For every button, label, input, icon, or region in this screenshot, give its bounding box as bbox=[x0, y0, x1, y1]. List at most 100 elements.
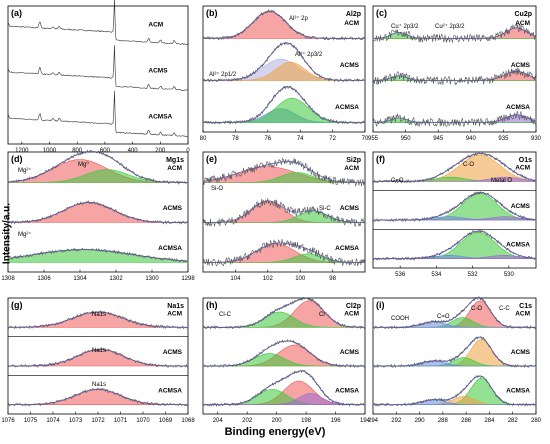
x-tick-label: 200 bbox=[272, 418, 283, 424]
fit-component-(b)-ACM-0 bbox=[203, 10, 365, 39]
fit-envelope bbox=[373, 153, 537, 182]
x-tick-label: 292 bbox=[391, 418, 402, 424]
x-tick-label: 532 bbox=[468, 272, 479, 278]
panel-tag: (h) bbox=[206, 300, 218, 310]
peak-annotation: Metal O bbox=[491, 178, 512, 184]
peak-annotation: Cl-C bbox=[219, 312, 232, 318]
x-tick-label: 78 bbox=[232, 136, 239, 142]
x-tick-label: 198 bbox=[301, 418, 312, 424]
x-tick-label: 76 bbox=[264, 136, 271, 142]
fit-envelope bbox=[373, 297, 536, 328]
fit-envelope bbox=[7, 151, 188, 183]
series-label-ACMSA: ACMSA bbox=[506, 388, 530, 395]
element-label: Cl2p bbox=[346, 303, 361, 310]
series-label-ACMS: ACMS bbox=[511, 203, 531, 210]
x-tick-label: 940 bbox=[466, 136, 477, 142]
chart-panel-6: 1076 1075 1074 1073 1072 1071 1070 1069 1068 ACM A… bbox=[1, 297, 195, 424]
y-axis-title: Intensity/a.u. bbox=[1, 202, 13, 265]
x-tick-label: 80 bbox=[200, 136, 207, 142]
fit-envelope bbox=[203, 242, 365, 263]
peak-annotation: Al³⁺ 2p3/2 bbox=[295, 51, 323, 58]
x-tick-label: 955 bbox=[368, 136, 379, 142]
fit-envelope bbox=[373, 192, 537, 221]
chart-panel-1: 80 78 76 74 72 70 ACM ACMS ACMSA (b) Al2p Al³⁺ 2p Al… bbox=[200, 5, 369, 142]
peak-annotation: Si-C bbox=[319, 206, 331, 212]
peak-annotation: C=O bbox=[437, 314, 450, 320]
panel-tag: (d) bbox=[11, 154, 23, 164]
series-label-ACMS: ACMS bbox=[511, 62, 531, 69]
series-label-ACMS: ACMS bbox=[163, 349, 183, 356]
element-label: C1s bbox=[519, 303, 532, 310]
chart-panel-3: 1308 1306 1304 1302 1300 1298 ACM ACMS ACMSA (d) M… bbox=[1, 149, 195, 282]
x-tick-label: 1068 bbox=[181, 418, 195, 424]
fit-envelope bbox=[373, 336, 536, 367]
element-label: Na1s bbox=[167, 303, 184, 310]
fit-component-(e)-ACM-1 bbox=[203, 172, 365, 183]
element-label: Al2p bbox=[346, 11, 361, 18]
series-label-ACM: ACM bbox=[344, 165, 359, 172]
x-tick-label: 290 bbox=[415, 418, 426, 424]
chart-panel-7: 204 202 200 198 196 194 ACM ACMS ACMSA (h) Cl2p Cl-… bbox=[202, 296, 371, 424]
fit-envelope bbox=[202, 160, 365, 183]
peak-annotation: Na1s bbox=[92, 382, 106, 388]
series-label-ACMS: ACMS bbox=[340, 205, 360, 212]
x-tick-label: 1300 bbox=[145, 276, 159, 282]
fit-envelope bbox=[373, 375, 536, 406]
x-tick-label: 1304 bbox=[73, 276, 87, 282]
fit-envelope bbox=[203, 200, 365, 223]
panel-tag: (c) bbox=[376, 8, 387, 18]
series-label-ACMSA: ACMSA bbox=[158, 388, 182, 395]
x-tick-label: 400 bbox=[128, 148, 139, 154]
series-label-ACM: ACM bbox=[167, 310, 182, 317]
series-label-ACMS: ACMS bbox=[511, 349, 531, 356]
panel-tag: (b) bbox=[206, 8, 218, 18]
fit-envelope bbox=[8, 348, 188, 367]
fit-envelope bbox=[8, 311, 188, 328]
fit-envelope bbox=[7, 249, 189, 262]
x-tick-label: 72 bbox=[329, 136, 336, 142]
peak-annotation: Cu⁺ 2p3/2 bbox=[391, 23, 419, 30]
spectrum-line-(h)-ACMSA bbox=[202, 369, 366, 407]
x-tick-label: 1200 bbox=[15, 148, 29, 154]
x-tick-label: 98 bbox=[329, 276, 336, 282]
x-tick-label: 196 bbox=[331, 418, 342, 424]
x-tick-label: 284 bbox=[484, 418, 495, 424]
peak-annotation: COOH bbox=[391, 316, 409, 322]
fit-envelope bbox=[203, 340, 365, 367]
peak-annotation: Mg²⁺ bbox=[18, 231, 32, 238]
x-tick-label: 0 bbox=[186, 148, 190, 154]
x-tick-label: 945 bbox=[433, 136, 444, 142]
spectrum-line-(a)-ACMSA bbox=[7, 90, 189, 137]
peak-annotation: Al³⁺ 2p1/2 bbox=[209, 71, 237, 78]
x-tick-label: 1306 bbox=[37, 276, 51, 282]
panel-tag: (i) bbox=[376, 300, 385, 310]
chart-panel-8: 294 292 290 288 286 284 282 280 ACM ACMS ACMSA (i) C… bbox=[368, 296, 542, 424]
series-label-ACM: ACM bbox=[515, 164, 530, 171]
spectrum-line-(f)-ACMSA bbox=[372, 229, 537, 261]
x-tick-label: 1072 bbox=[91, 418, 105, 424]
element-label: Mg1s bbox=[166, 157, 184, 164]
x-tick-label: 1074 bbox=[46, 418, 60, 424]
fit-envelope bbox=[203, 370, 365, 406]
x-tick-label: 100 bbox=[295, 276, 306, 282]
fit-envelope bbox=[372, 70, 537, 81]
x-tick-label: 950 bbox=[401, 136, 412, 142]
x-tick-label: 1070 bbox=[136, 418, 150, 424]
panel-tag: (f) bbox=[376, 154, 385, 164]
x-tick-label: 536 bbox=[395, 272, 406, 278]
spectrum-line-(f)-ACMS bbox=[372, 190, 537, 223]
spectrum-line-(a)-ACMS bbox=[7, 45, 189, 91]
series-label-ACM: ACM bbox=[344, 20, 359, 27]
x-tick-label: 530 bbox=[504, 272, 515, 278]
series-label-ACMS: ACMS bbox=[340, 349, 360, 356]
series-label-ACMSA: ACMSA bbox=[506, 104, 530, 111]
series-label-ACMS: ACMS bbox=[163, 205, 183, 212]
spectrum-line-(c)-ACMSA bbox=[372, 110, 537, 128]
x-tick-label: 202 bbox=[242, 418, 253, 424]
peak-annotation: Na1s bbox=[92, 312, 106, 318]
panel-tag: (e) bbox=[206, 154, 217, 164]
x-tick-label: 534 bbox=[431, 272, 442, 278]
series-label-ACMSA: ACMSA bbox=[335, 245, 359, 252]
peak-annotation: C-O bbox=[463, 162, 474, 168]
